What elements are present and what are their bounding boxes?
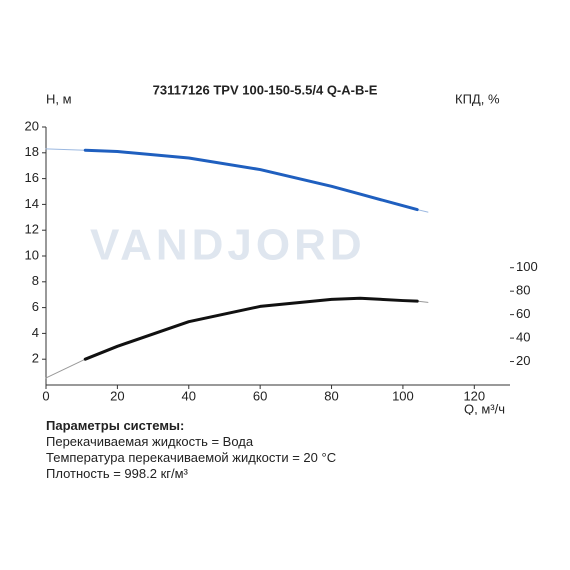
x-tick-label: 0 xyxy=(42,388,49,403)
y-tick-label: 16 xyxy=(25,170,39,185)
x-axis-label: Q, м³/ч xyxy=(464,401,505,415)
y2-tick-label: 60 xyxy=(516,306,530,321)
y-tick-label: 2 xyxy=(32,351,39,366)
x-tick-label: 100 xyxy=(392,388,414,403)
y-tick-label: 6 xyxy=(32,299,39,314)
chart-title: 73117126 TPV 100-150-5.5/4 Q-A-B-E xyxy=(153,82,378,97)
params-heading: Параметры системы: xyxy=(46,418,185,433)
x-tick-label: 60 xyxy=(253,388,267,403)
x-tick-label: 120 xyxy=(463,388,485,403)
y-tick-label: 10 xyxy=(25,247,39,262)
x-tick-label: 20 xyxy=(110,388,124,403)
x-tick-label: 80 xyxy=(324,388,338,403)
param-line: Перекачиваемая жидкость = Вода xyxy=(46,434,254,449)
param-line: Температура перекачиваемой жидкости = 20… xyxy=(46,450,337,465)
y2-axis-label: КПД, % xyxy=(455,91,500,106)
y2-tick-label: 40 xyxy=(516,330,530,345)
x-tick-label: 40 xyxy=(182,388,196,403)
y2-tick-label: 80 xyxy=(516,283,530,298)
y-tick-label: 14 xyxy=(25,196,39,211)
y-tick-label: 4 xyxy=(32,325,39,340)
y-tick-label: 8 xyxy=(32,273,39,288)
y2-tick-label: 20 xyxy=(516,353,530,368)
chart: VANDJORD 73117126 TPV 100-150-5.5/4 Q-A-… xyxy=(25,82,538,416)
y2-tick-label: 100 xyxy=(516,259,538,274)
y-tick-label: 12 xyxy=(25,222,39,237)
curve xyxy=(45,148,429,213)
y-tick-label: 20 xyxy=(25,118,39,133)
curve xyxy=(83,296,419,361)
watermark: VANDJORD xyxy=(90,221,366,270)
y-axis-label: H, м xyxy=(46,91,72,106)
curve xyxy=(83,148,419,212)
system-parameters: Параметры системы: Перекачиваемая жидкос… xyxy=(46,418,336,482)
param-line: Плотность = 998.2 кг/м³ xyxy=(46,466,188,481)
y-tick-label: 18 xyxy=(25,144,39,159)
